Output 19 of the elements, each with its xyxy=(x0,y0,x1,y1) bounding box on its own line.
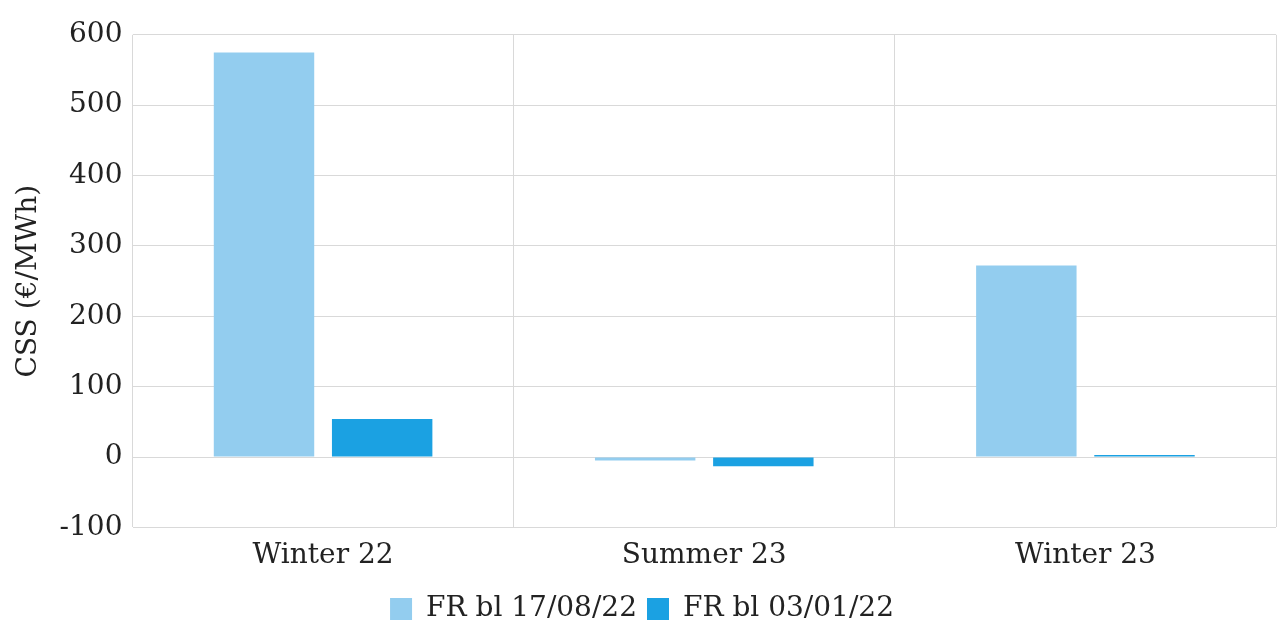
y-tick-label: -100 xyxy=(59,508,123,542)
bar xyxy=(213,52,315,457)
y-tick-label: 500 xyxy=(69,86,123,120)
bar xyxy=(713,457,814,467)
y-tick-label: 300 xyxy=(69,227,123,261)
y-tick-label: 0 xyxy=(104,438,123,472)
legend-label: FR bl 03/01/22 xyxy=(683,590,894,624)
y-tick-label: 200 xyxy=(69,297,123,331)
legend-label: FR bl 17/08/22 xyxy=(426,590,638,624)
x-tick-label: Winter 22 xyxy=(252,537,394,571)
y-tick-label: 100 xyxy=(69,367,123,401)
x-tick-label: Winter 23 xyxy=(1014,537,1156,571)
x-tick-label: Summer 23 xyxy=(621,537,787,571)
bar xyxy=(594,457,696,461)
y-tick-label: 600 xyxy=(69,16,123,50)
bar xyxy=(331,419,433,457)
y-tick-label: 400 xyxy=(69,156,123,190)
bar xyxy=(976,265,1077,457)
y-axis-title: CSS (€/MWh) xyxy=(10,184,44,378)
